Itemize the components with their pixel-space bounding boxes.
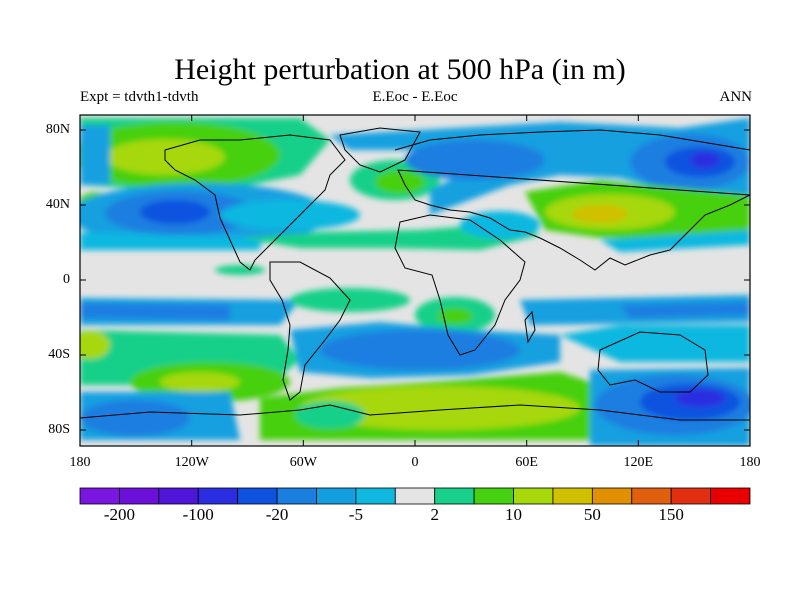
colorbar-swatch — [79, 487, 120, 505]
lon-label-120e: 120E — [623, 455, 654, 470]
lon-label-120w: 120W — [174, 455, 209, 470]
lon-label-0: 0 — [411, 455, 419, 470]
lon-label-180e: 180 — [739, 455, 761, 470]
colorbar-label: 2 — [430, 505, 439, 524]
axis-ticks — [80, 115, 750, 446]
lat-label-40s: 40S — [48, 347, 70, 362]
coastlines — [80, 127, 750, 421]
colorbar-swatch — [670, 487, 711, 505]
colorbar-label: -200 — [103, 505, 135, 524]
experiment-label: Expt = tdvth1-tdvth — [80, 89, 199, 105]
colorbar-swatch — [355, 487, 396, 505]
colorbar-label: 150 — [658, 505, 684, 524]
colorbar-swatch — [276, 487, 317, 505]
lon-label-60e: 60E — [515, 455, 538, 470]
colorbar-swatch — [710, 487, 751, 505]
case-label: E.Eoc - E.Eoc — [372, 89, 458, 105]
colorbar-swatch — [237, 487, 278, 505]
colorbar-swatch — [434, 487, 475, 505]
plot-title: Height perturbation at 500 hPa (in m) — [174, 53, 626, 86]
colorbar-swatch — [394, 487, 436, 505]
lat-label-40n: 40N — [45, 197, 70, 212]
lat-label-0: 0 — [63, 272, 70, 287]
colorbar-swatch — [631, 487, 672, 505]
colorbar-swatch — [513, 487, 554, 505]
colorbar-swatch — [197, 487, 239, 505]
colorbar-label: 50 — [583, 505, 601, 524]
colorbar-swatch — [158, 487, 199, 505]
lon-label-60w: 60W — [289, 455, 317, 470]
colorbar-swatch — [552, 487, 593, 505]
colorbar-label: -100 — [182, 505, 214, 524]
colorbar-label: 10 — [505, 505, 523, 524]
colorbar-swatch — [473, 487, 514, 505]
lon-label-180w: 180 — [69, 455, 91, 470]
height-perturbation-field — [80, 115, 750, 446]
season-label: ANN — [719, 89, 753, 105]
colorbar-label: -20 — [265, 505, 289, 524]
colorbar-label: -5 — [348, 505, 363, 524]
colorbar-swatch — [119, 487, 160, 505]
lat-label-80s: 80S — [48, 422, 70, 437]
colorbar-swatch — [316, 487, 357, 505]
colorbar — [79, 487, 751, 505]
colorbar-swatch — [591, 487, 633, 505]
lat-label-80n: 80N — [45, 122, 70, 137]
